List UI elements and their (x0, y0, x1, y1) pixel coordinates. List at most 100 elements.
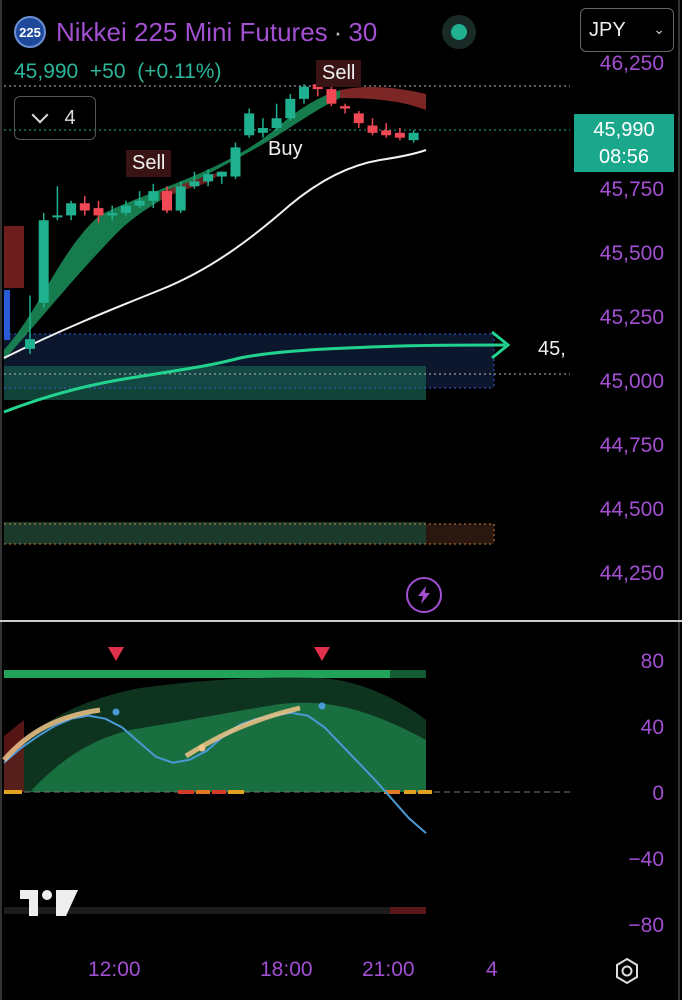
price-axis-label: 45,500 (599, 242, 664, 265)
bear-ribbon-early (4, 226, 24, 288)
market-status-dot-icon[interactable] (442, 15, 476, 49)
candle-body (340, 106, 351, 109)
osc-point (198, 744, 206, 752)
osc-top-band (4, 670, 390, 678)
currency-selector[interactable]: JPY ⌄ (580, 8, 674, 52)
candle-body (367, 125, 378, 133)
bear-ribbon (340, 87, 426, 110)
candle-body (38, 220, 49, 303)
oscillator-panel (2, 647, 570, 914)
zero-marker (228, 790, 244, 794)
oscillator-axis-label: 80 (640, 650, 664, 673)
symbol-header[interactable]: 225 Nikkei 225 Mini Futures · 30 (14, 14, 377, 50)
white-moving-average (3, 149, 427, 359)
zero-marker (212, 790, 226, 794)
time-axis-label: 12:00 (88, 958, 141, 981)
candle-body (408, 132, 419, 141)
osc-zero-markers (4, 790, 432, 794)
zones-layer (4, 85, 570, 545)
candle-body (79, 203, 90, 211)
blue-marker (4, 290, 10, 340)
candle-body (148, 191, 159, 201)
candle-body (120, 205, 131, 213)
red-down-triangle-icon (314, 647, 330, 661)
candle-body (93, 208, 104, 216)
lower-zone-green (4, 522, 426, 544)
oscillator-axis-label: 0 (652, 782, 664, 805)
osc-point (318, 702, 326, 710)
oscillator-axis-label: −80 (628, 914, 664, 937)
last-price-tag: 45,990 08:56 (574, 114, 674, 172)
candle-body (257, 127, 268, 133)
bar-countdown: 08:56 (598, 146, 650, 168)
time-axis-label: 18:00 (260, 958, 313, 981)
osc-mid-cloud (30, 702, 426, 792)
time-axis-label: 4 (486, 958, 498, 981)
demand-zone-teal (4, 366, 426, 400)
candle-body (175, 186, 186, 211)
candle-body (244, 113, 255, 136)
osc-signal-line (3, 711, 427, 834)
settings-gear-icon[interactable] (612, 956, 642, 986)
price-axis-label: 44,250 (599, 562, 664, 585)
oscillator-axis-label: 40 (640, 716, 664, 739)
candle-body (285, 98, 296, 119)
indicator-toggle-button[interactable]: 4 (14, 96, 96, 140)
chevron-down-icon: ⌄ (653, 21, 665, 37)
price-axis-label: 45,250 (599, 306, 664, 329)
quote-change-pct: (+0.11%) (137, 60, 222, 83)
candle-body (271, 118, 282, 128)
candle-body (25, 339, 35, 349)
candle-body (203, 174, 214, 182)
symbol-title: Nikkei 225 Mini Futures (56, 16, 328, 47)
indicator-count: 4 (64, 106, 76, 129)
zero-marker (178, 790, 194, 794)
tradingview-logo-icon (20, 890, 78, 916)
osc-bottom-band (4, 907, 390, 914)
quote-row: 45,990 +50 (+0.11%) (14, 60, 221, 84)
pane-divider[interactable] (0, 620, 682, 622)
quote-change: +50 (89, 60, 126, 83)
zero-marker (404, 790, 416, 794)
chevron-down-icon (31, 106, 49, 124)
candle-body (394, 132, 405, 138)
sell-signal-label: Sell (126, 150, 172, 177)
title-separator: · (333, 16, 343, 47)
candle-body (353, 113, 364, 124)
price-axis-label: 45,000 (599, 370, 664, 393)
candle-body (326, 89, 337, 104)
osc-bottom-band-red (390, 907, 426, 914)
symbol-badge: 225 (14, 16, 46, 48)
lower-zone-orange (426, 524, 494, 544)
zero-marker (418, 790, 432, 794)
osc-orange-segment-1 (2, 707, 101, 762)
osc-point (112, 708, 120, 716)
lightning-bolt-icon[interactable] (406, 577, 442, 613)
price-axis-label: 44,500 (599, 498, 664, 521)
price-axis-label: 45,750 (599, 178, 664, 201)
price-axis-label: 44,750 (599, 434, 664, 457)
candle-body (107, 212, 118, 216)
candle-body (162, 191, 172, 211)
candle-body (52, 215, 63, 218)
candle-body (299, 86, 309, 99)
sell-signal-label: Sell (316, 60, 362, 87)
candle-body (381, 130, 392, 136)
candle-body (230, 147, 241, 177)
buy-signal-label: Buy (268, 138, 303, 160)
quote-price: 45,990 (14, 60, 79, 83)
interval-label: 30 (348, 16, 378, 47)
candle-body (189, 181, 200, 187)
candle-body (66, 203, 77, 216)
time-axis-label: 21:00 (362, 958, 415, 981)
zero-marker (196, 790, 210, 794)
osc-orange-segment-2 (184, 705, 301, 759)
green-moving-average (3, 343, 506, 414)
currency-label: JPY (589, 18, 626, 41)
zero-marker (384, 790, 400, 794)
osc-top-band-end (390, 670, 426, 678)
green-arrow-icon (491, 330, 511, 360)
red-down-triangle-icon (108, 647, 124, 661)
